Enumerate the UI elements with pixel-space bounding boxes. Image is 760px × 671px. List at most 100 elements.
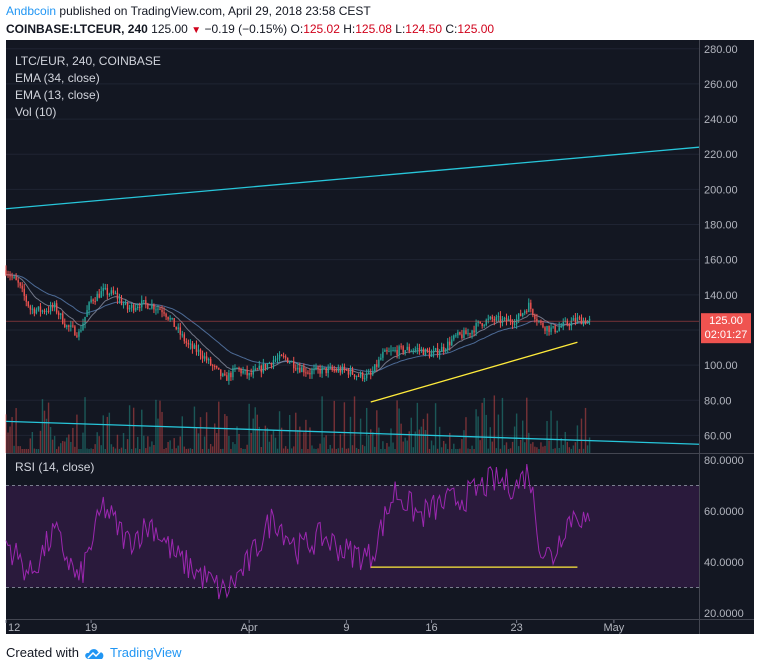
candle-body — [88, 302, 90, 311]
candle-body — [566, 320, 568, 325]
candle-body — [177, 327, 179, 329]
volume-bar — [163, 448, 165, 453]
candle-body — [376, 364, 378, 367]
candle-body — [291, 361, 293, 363]
candle-body — [580, 317, 583, 325]
volume-bar — [78, 448, 80, 453]
volume-bar — [471, 445, 473, 453]
volume-bar — [580, 418, 583, 453]
candle-body — [120, 298, 123, 305]
volume-bar — [116, 434, 119, 453]
candle-body — [76, 335, 78, 337]
candle-body — [187, 342, 190, 345]
candle-body — [303, 367, 305, 373]
volume-bar — [483, 397, 485, 453]
candle-body — [558, 327, 560, 331]
volume-bar — [491, 441, 494, 453]
candle-body — [17, 280, 19, 283]
candle-body — [507, 318, 510, 322]
candle-body — [25, 295, 27, 302]
volume-bar — [349, 416, 352, 453]
volume-bar — [400, 423, 402, 453]
volume-bar — [455, 448, 457, 453]
legend-ema-13[interactable]: EMA (13, close) — [15, 88, 100, 102]
volume-bar — [191, 448, 194, 453]
volume-bar — [51, 439, 54, 453]
volume-bar — [189, 448, 192, 453]
legend-volume[interactable]: Vol (10) — [15, 105, 56, 119]
trendlines[interactable] — [5, 146, 700, 445]
candle-body — [90, 299, 92, 303]
volume-bar — [528, 432, 530, 453]
volume-bar — [459, 448, 461, 453]
candle-body — [503, 317, 506, 320]
candle-body — [110, 290, 113, 294]
volume-bar — [157, 418, 159, 453]
volume-bar — [570, 448, 573, 453]
volume-bar — [327, 448, 329, 453]
volume-bar — [55, 448, 58, 453]
tradingview-cloud-icon — [84, 648, 104, 659]
volume-bar — [80, 448, 82, 453]
rsi-label[interactable]: RSI (14, close) — [15, 460, 94, 474]
candle-body — [390, 350, 392, 352]
volume-bar — [540, 442, 542, 453]
candle-body — [53, 303, 56, 308]
volume-bar — [201, 448, 204, 453]
candle-body — [33, 308, 36, 314]
volume-bar — [19, 446, 21, 453]
candle-body — [331, 367, 333, 370]
candle-body — [548, 325, 550, 332]
volume-bar — [467, 448, 469, 453]
candle-body — [268, 362, 271, 364]
candle-body — [550, 327, 552, 332]
volume-bar — [487, 448, 489, 453]
candle-body — [282, 356, 285, 358]
price-grid — [6, 48, 699, 436]
candle-body — [165, 313, 167, 317]
candle-body — [333, 369, 335, 371]
volume-bar — [418, 429, 421, 453]
candle-body — [179, 327, 181, 335]
volume-bar — [438, 426, 441, 453]
volume-bar — [357, 448, 360, 453]
candle-body — [108, 293, 111, 295]
volume-bar — [132, 407, 135, 453]
author-link[interactable]: Andbcoin — [6, 4, 57, 18]
candle-body — [280, 354, 283, 357]
candle-body — [9, 275, 11, 277]
candle-body — [584, 320, 587, 324]
volume-bar — [11, 417, 13, 453]
candle-body — [258, 365, 260, 370]
candle-body — [112, 290, 115, 294]
volume-bar — [396, 400, 398, 453]
volume-bar — [293, 446, 295, 453]
chart-canvas[interactable]: 280.00 260.00 240.00 220.00 200.00 180.00 160.… — [0, 40, 760, 634]
price-tick-label: 200.00 — [704, 184, 738, 196]
candle-body — [323, 367, 325, 369]
candle-body — [191, 343, 194, 349]
candle-body — [272, 360, 275, 366]
volume-bar — [424, 430, 427, 453]
candle-body — [254, 368, 256, 371]
volume-bar — [499, 448, 502, 453]
candle-body — [68, 325, 70, 327]
legend-ema-34[interactable]: EMA (34, close) — [15, 71, 100, 85]
tradingview-brand[interactable]: TradingView — [110, 645, 182, 660]
candle-body — [426, 348, 429, 352]
volume-bar — [301, 448, 303, 453]
volume-bar — [104, 448, 106, 453]
candle-body — [297, 367, 299, 370]
candle-body — [442, 346, 445, 351]
volume-bar — [420, 426, 423, 453]
volume-bar — [578, 448, 581, 453]
candle-body — [96, 293, 98, 302]
volume-bar — [90, 448, 92, 453]
candle-body — [388, 351, 390, 353]
time-axis-bar[interactable] — [6, 620, 699, 634]
volume-bar — [511, 441, 514, 453]
candle-body — [345, 369, 348, 371]
candle-body — [5, 270, 7, 275]
price-pane[interactable] — [6, 40, 699, 453]
volume-bar — [546, 420, 548, 453]
